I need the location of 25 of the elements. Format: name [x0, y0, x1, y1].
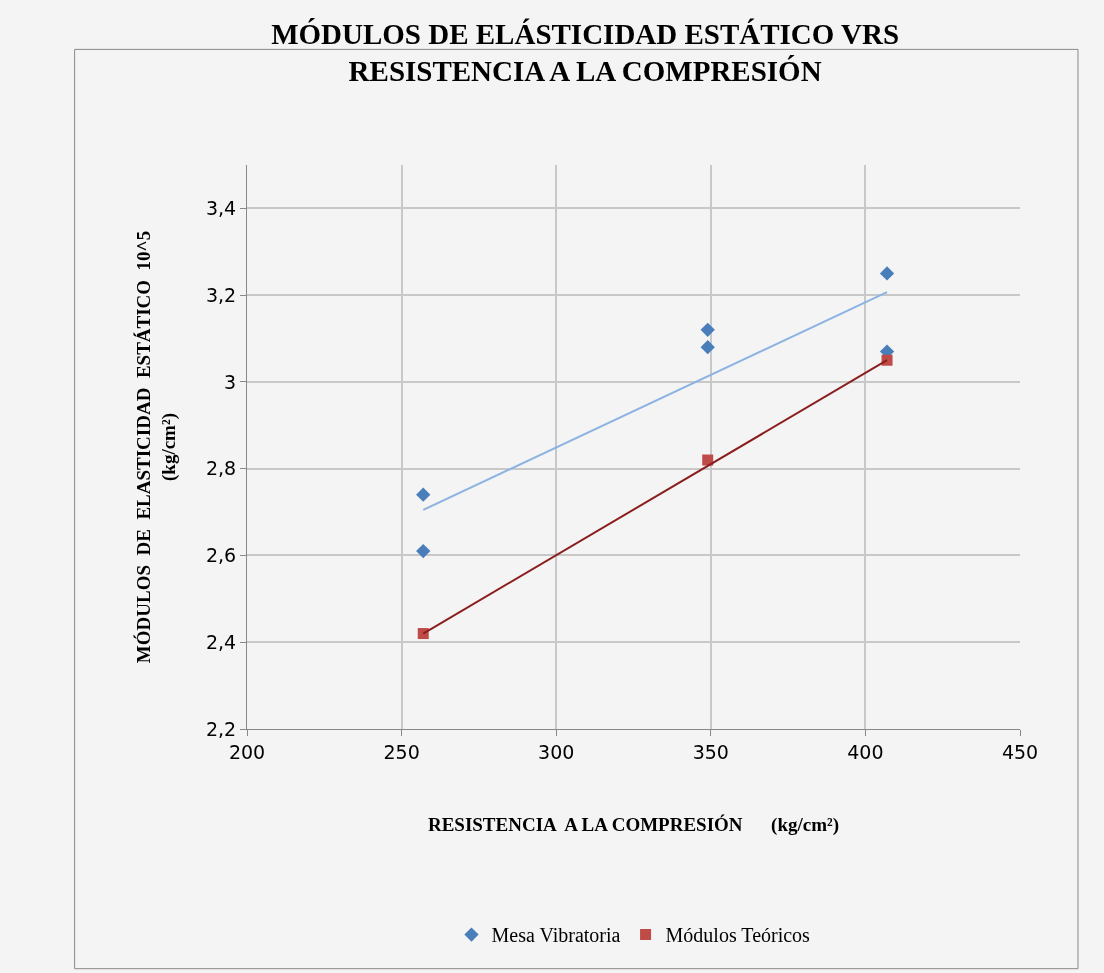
point — [700, 322, 715, 338]
point — [881, 354, 893, 366]
y-tick-label: 3 — [224, 370, 237, 393]
legend-label: Mesa Vibratoria — [491, 924, 621, 947]
x-tick-label: 200 — [228, 740, 266, 763]
y-tick-label: 2,4 — [205, 630, 237, 653]
chart-title: MÓDULOS DE ELÁSTICIDAD ESTÁTICO VRS RESISTENCIA A LA COMPRESIÓN — [271, 17, 900, 88]
point — [700, 340, 715, 355]
x-tick-label: 250 — [383, 740, 420, 763]
x-tick-label: 450 — [1001, 740, 1039, 763]
y-tick-label: 2,2 — [205, 717, 237, 740]
y-tick-label: 2,6 — [205, 544, 237, 567]
y-tick-label: 3,4 — [205, 197, 237, 220]
point — [416, 487, 431, 502]
y-tick-label: 2,8 — [205, 457, 237, 480]
point — [879, 266, 895, 281]
y-tick-label: 3,2 — [205, 283, 237, 306]
point — [702, 454, 714, 466]
x-tick-label: 300 — [538, 740, 575, 763]
point — [416, 543, 431, 559]
x-axis-title: RESISTENCIA A LA COMPRESIÓN (kg/cm²) — [427, 813, 840, 836]
y-axis-title: MÓDULOS DE ELASTICIDAD ESTÁTICO 10^5 (kg/cm²) — [133, 230, 180, 664]
legend-label: Módulos Teóricos — [665, 924, 811, 947]
x-tick-label: 400 — [847, 740, 884, 763]
x-tick-label: 350 — [692, 740, 729, 763]
